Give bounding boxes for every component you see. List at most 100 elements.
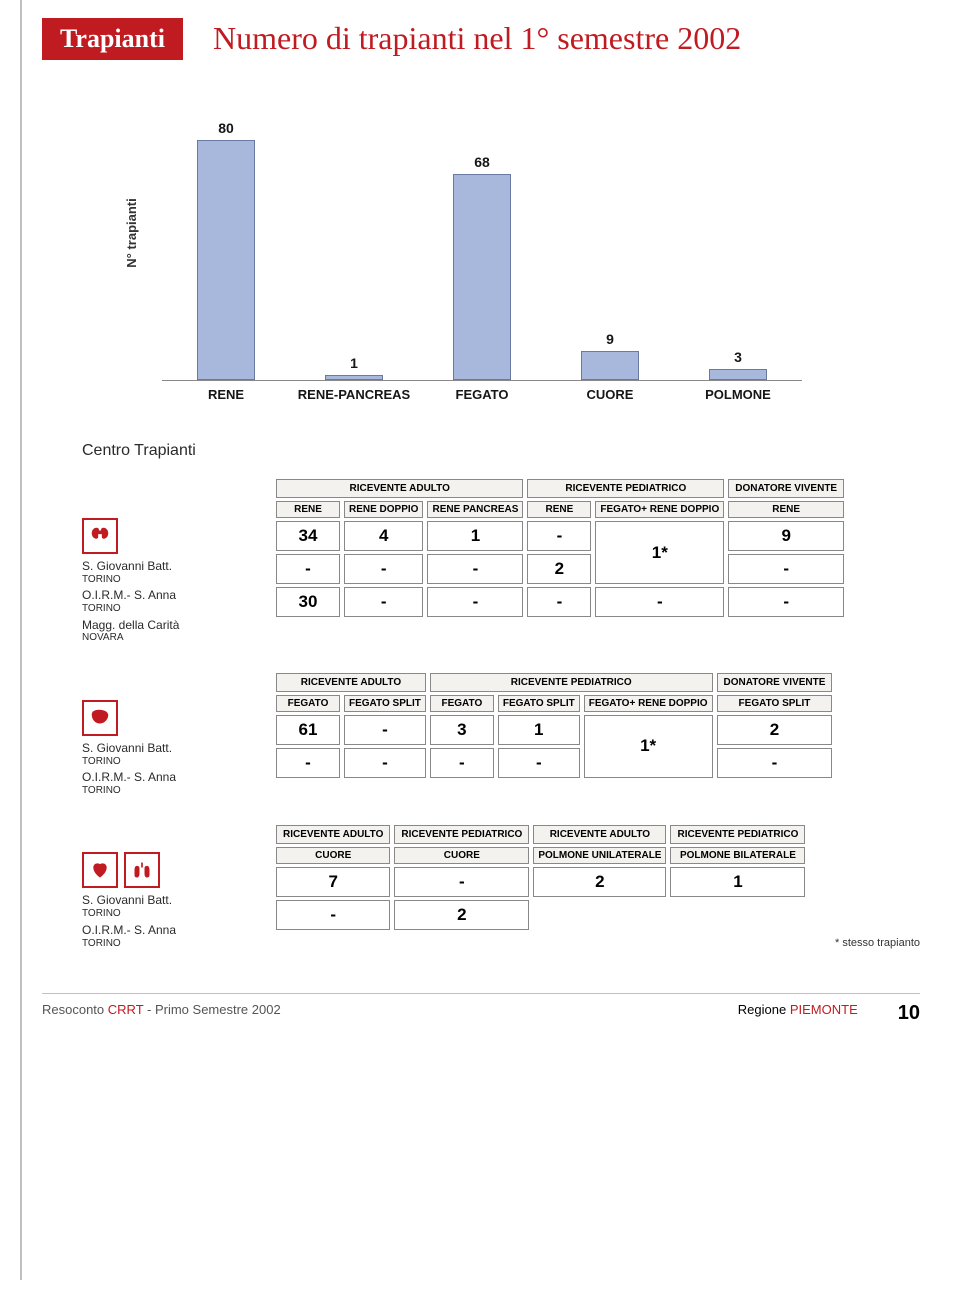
kidney-icon — [82, 518, 118, 554]
table-col-header: RENE — [276, 501, 340, 518]
bar-col: 68 — [418, 120, 546, 380]
heart-icon — [82, 852, 118, 888]
x-label: POLMONE — [674, 381, 802, 402]
center-name: S. Giovanni Batt. — [82, 560, 242, 574]
table-col-header: FEGATO SPLIT — [717, 695, 833, 712]
fegato-table: RICEVENTE ADULTORICEVENTE PEDIATRICODONA… — [272, 670, 836, 781]
cuore-table: RICEVENTE ADULTORICEVENTE PEDIATRICORICE… — [272, 822, 809, 933]
table-cell: - — [344, 748, 426, 778]
table-col-header: RENE PANCREAS — [427, 501, 523, 518]
center-name: O.I.R.M.- S. Anna — [82, 589, 242, 603]
table-group-header: DONATORE VIVENTE — [728, 479, 844, 498]
table-col-header: CUORE — [276, 847, 390, 864]
table-cell: 1 — [498, 715, 580, 745]
table-cell: 2 — [717, 715, 833, 745]
table-cell: 34 — [276, 521, 340, 551]
footer-left: Resoconto CRRT - Primo Semestre 2002 — [42, 1002, 281, 1025]
table-cell: 2 — [394, 900, 529, 930]
footer-mid-red: PIEMONTE — [790, 1002, 858, 1017]
bar-col: 80 — [162, 120, 290, 380]
center-loc: NOVARA — [82, 632, 242, 644]
bar-col: 3 — [674, 120, 802, 380]
table-group-header: RICEVENTE PEDIATRICO — [527, 479, 724, 498]
table-group-header: RICEVENTE ADULTO — [276, 673, 426, 692]
table-col-header: RENE — [728, 501, 844, 518]
table-cell: - — [717, 748, 833, 778]
lung-icon — [124, 852, 160, 888]
bar-value-label: 68 — [474, 154, 490, 170]
rene-centers: S. Giovanni Batt.TORINO O.I.R.M.- S. Anna… — [82, 476, 242, 648]
table-cell: 1* — [595, 521, 724, 584]
footer-left-plain: Resoconto — [42, 1002, 108, 1017]
table-cell: - — [344, 587, 423, 617]
table-cell: 4 — [344, 521, 423, 551]
table-group-header: RICEVENTE PEDIATRICO — [394, 825, 529, 844]
table-cell: 2 — [533, 867, 666, 897]
table-cell: 3 — [430, 715, 494, 745]
chart-plot-area: 80 1 68 9 3 — [162, 120, 802, 381]
title-tab: Trapianti — [42, 18, 183, 60]
table-cell: - — [394, 867, 529, 897]
center-item: S. Giovanni Batt.TORINO — [82, 560, 242, 585]
footer-mid: Regione PIEMONTE — [738, 1002, 858, 1025]
table-cell: 7 — [276, 867, 390, 897]
x-label: FEGATO — [418, 381, 546, 402]
footer-page: 10 — [898, 1002, 920, 1025]
x-label: RENE — [162, 381, 290, 402]
table-col-header: FEGATO+ RENE DOPPIO — [595, 501, 724, 518]
table-cell: - — [276, 748, 340, 778]
bar-value-label: 9 — [606, 331, 614, 347]
center-item: O.I.R.M.- S. AnnaTORINO — [82, 771, 242, 796]
table-col-header: POLMONE UNILATERALE — [533, 847, 666, 864]
center-loc: TORINO — [82, 574, 242, 586]
center-loc: TORINO — [82, 785, 242, 797]
table-cell: - — [728, 554, 844, 584]
table-cell: - — [527, 587, 591, 617]
center-name: S. Giovanni Batt. — [82, 742, 242, 756]
fegato-centers: S. Giovanni Batt. TORINOO.I.R.M.- S. Anna… — [82, 670, 242, 801]
cuore-centers: S. Giovanni Batt.TORINOO.I.R.M.- S. Anna… — [82, 822, 242, 953]
table-cell: 1 — [670, 867, 805, 897]
table-group-header: RICEVENTE PEDIATRICO — [430, 673, 713, 692]
table-cell: - — [427, 587, 523, 617]
center-name: S. Giovanni Batt. — [82, 894, 242, 908]
chart-x-labels: RENERENE-PANCREASFEGATOCUOREPOLMONE — [162, 381, 802, 402]
title-text: Numero di trapianti nel 1° semestre 2002 — [183, 18, 741, 57]
table-cell: - — [427, 554, 523, 584]
y-axis-label: N° trapianti — [124, 198, 139, 267]
table-col-header: FEGATO SPLIT — [344, 695, 426, 712]
section-heading: Centro Trapianti — [82, 442, 920, 460]
table-cell: 1* — [584, 715, 713, 778]
footer-left-red: CRRT — [108, 1002, 144, 1017]
center-name: O.I.R.M.- S. Anna — [82, 771, 242, 785]
table-cell: 9 — [728, 521, 844, 551]
rene-block: S. Giovanni Batt.TORINO O.I.R.M.- S. Anna… — [82, 476, 920, 648]
table-cell: - — [344, 554, 423, 584]
bar — [581, 351, 639, 380]
center-item: O.I.R.M.- S. AnnaTORINO — [82, 589, 242, 614]
bar-col: 9 — [546, 120, 674, 380]
center-name: O.I.R.M.- S. Anna — [82, 924, 242, 938]
table-group-header: RICEVENTE ADULTO — [276, 825, 390, 844]
footer-mid-plain: Regione — [738, 1002, 790, 1017]
bar-col: 1 — [290, 120, 418, 380]
table-group-header: RICEVENTE ADULTO — [276, 479, 523, 498]
bar-value-label: 80 — [218, 120, 234, 136]
bar — [709, 369, 767, 380]
table-cell: 1 — [427, 521, 523, 551]
cuore-block: S. Giovanni Batt.TORINOO.I.R.M.- S. Anna… — [82, 822, 920, 953]
x-label: CUORE — [546, 381, 674, 402]
table-col-header: FEGATO — [276, 695, 340, 712]
fegato-block: S. Giovanni Batt. TORINOO.I.R.M.- S. Anna… — [82, 670, 920, 801]
table-col-header: RENE DOPPIO — [344, 501, 423, 518]
bar-value-label: 3 — [734, 349, 742, 365]
table-col-header: CUORE — [394, 847, 529, 864]
center-item: O.I.R.M.- S. AnnaTORINO — [82, 924, 242, 949]
table-cell: - — [344, 715, 426, 745]
center-name: Magg. della Carità — [82, 619, 242, 633]
table-cell: - — [527, 521, 591, 551]
x-label: RENE-PANCREAS — [290, 381, 418, 402]
bar — [197, 140, 255, 380]
table-col-header: FEGATO — [430, 695, 494, 712]
table-cell — [670, 900, 805, 930]
